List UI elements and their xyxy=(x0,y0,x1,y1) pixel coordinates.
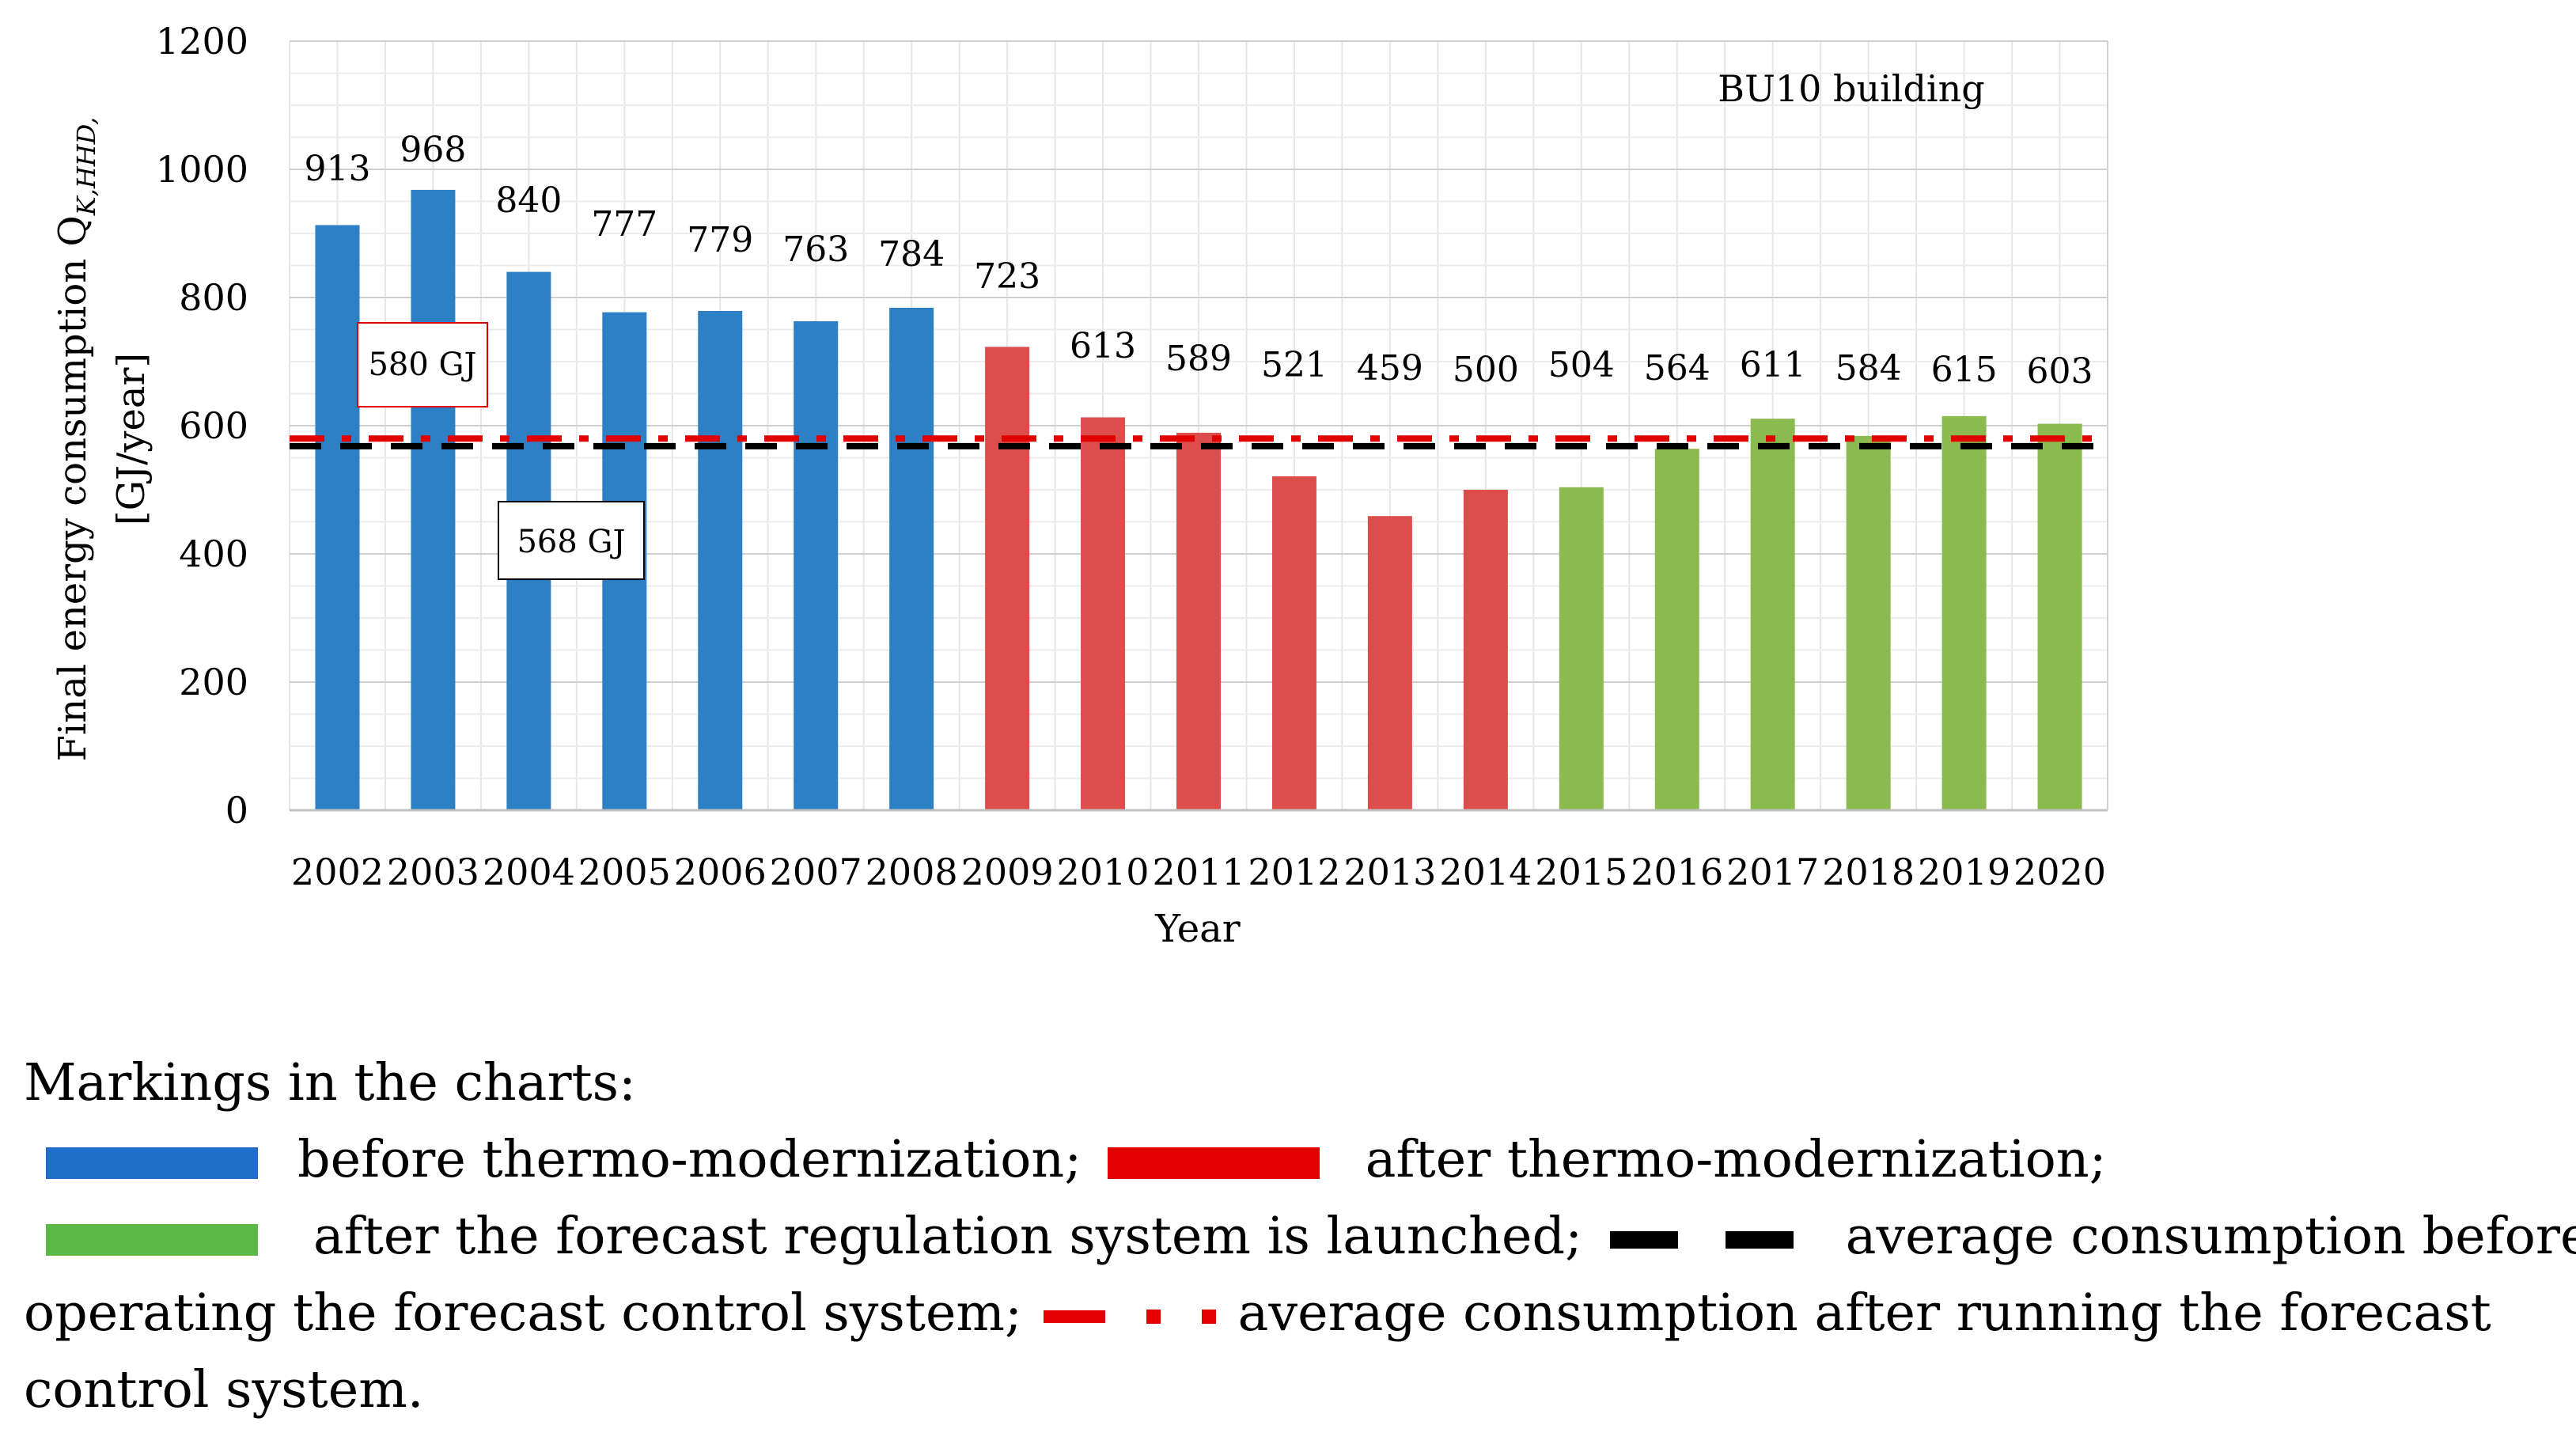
data-label-2004: 840 xyxy=(495,180,562,221)
data-label-2016: 564 xyxy=(1644,348,1710,389)
data-label-2005: 777 xyxy=(591,204,657,244)
y-tick-label: 600 xyxy=(179,404,248,447)
bar-2012 xyxy=(1271,476,1316,810)
x-tick-label: 2005 xyxy=(578,851,671,893)
x-tick-label: 2010 xyxy=(1057,851,1150,893)
data-label-2014: 500 xyxy=(1453,350,1519,390)
y-axis-label-main: Final energy consumption Q xyxy=(51,215,95,761)
y-tick-label: 200 xyxy=(179,661,248,703)
legend-swatch-green xyxy=(46,1224,258,1256)
data-label-2008: 784 xyxy=(878,234,945,275)
bar-2020 xyxy=(2037,423,2082,810)
x-tick-label: 2003 xyxy=(387,851,479,893)
legend-swatch-red-dash xyxy=(1043,1310,1105,1323)
y-tick-label: 1200 xyxy=(156,20,248,63)
bar-2010 xyxy=(1081,417,1126,810)
y-tick-label: 800 xyxy=(179,276,248,319)
x-tick-label: 2002 xyxy=(291,851,384,893)
x-tick-label: 2017 xyxy=(1726,851,1819,893)
data-label-2011: 589 xyxy=(1165,339,1232,379)
bar-2009 xyxy=(985,347,1030,810)
data-label-2002: 913 xyxy=(304,149,370,189)
legend-label-reddash-cont: control system. xyxy=(24,1360,424,1420)
legend-label-black: average consumption before xyxy=(1845,1207,2576,1266)
x-tick-label: 2018 xyxy=(1822,851,1915,893)
bar-2017 xyxy=(1750,419,1795,810)
bar-2006 xyxy=(698,311,743,810)
x-tick-label: 2014 xyxy=(1439,851,1532,893)
legend: Markings in the charts: before thermo-mo… xyxy=(24,1044,2576,1428)
x-tick-label: 2004 xyxy=(483,851,575,893)
legend-swatch-black-dash xyxy=(1609,1231,1678,1249)
y-axis-label: Final energy consumption QK,HHD, xyxy=(51,117,101,762)
x-tick-label: 2011 xyxy=(1152,851,1244,893)
legend-label-green: after the forecast regulation system is … xyxy=(313,1207,1583,1266)
x-tick-label: 2006 xyxy=(674,851,767,893)
x-tick-label: 2007 xyxy=(770,851,862,893)
x-tick-label: 2009 xyxy=(961,851,1054,893)
data-label-2018: 584 xyxy=(1835,348,1902,389)
x-tick-label: 2013 xyxy=(1343,851,1436,893)
data-label-2019: 615 xyxy=(1931,350,1998,390)
reference-lines xyxy=(290,435,2108,449)
y-axis-label-subscript: K,HHD, xyxy=(71,117,101,217)
data-label-2012: 521 xyxy=(1261,345,1328,385)
y-tick-label: 400 xyxy=(179,533,248,575)
legend-swatch-blue xyxy=(46,1147,258,1179)
x-tick-label: 2020 xyxy=(2013,851,2106,893)
data-label-2003: 968 xyxy=(400,130,466,170)
legend-label-black-cont: operating the forecast control system; xyxy=(24,1283,1022,1343)
data-label-2017: 611 xyxy=(1740,345,1806,385)
chart-annotation-title: BU10 building xyxy=(1718,67,1984,110)
data-label-2020: 603 xyxy=(2027,351,2093,392)
bar-2008 xyxy=(889,307,934,811)
bar-2002 xyxy=(315,225,360,811)
bar-2016 xyxy=(1654,449,1699,810)
bar-2011 xyxy=(1176,432,1221,810)
y-tick-label: 0 xyxy=(225,789,248,832)
svg-text:[GJ/year]: [GJ/year] xyxy=(109,353,153,525)
data-label-2006: 779 xyxy=(687,220,753,260)
legend-label-red: after thermo-modernization; xyxy=(1365,1130,2107,1189)
legend-swatch-red xyxy=(1107,1147,1320,1179)
data-label-2009: 723 xyxy=(974,256,1040,297)
legend-label-blue: before thermo-modernization; xyxy=(297,1130,1082,1189)
legend-swatch-red-dot xyxy=(1201,1310,1216,1324)
legend-heading: Markings in the charts: xyxy=(24,1053,636,1113)
y-axis-unit: [GJ/year] xyxy=(109,353,153,525)
legend-swatch-red-dot xyxy=(1146,1310,1161,1324)
chart-bars xyxy=(315,189,2082,811)
legend-label-reddash: average consumption after running the fo… xyxy=(1237,1283,2491,1343)
x-axis-label: Year xyxy=(1154,907,1241,951)
legend-swatch-black-dash xyxy=(1725,1231,1794,1249)
svg-text:568 GJ: 568 GJ xyxy=(517,524,625,560)
x-tick-label: 2008 xyxy=(866,851,958,893)
bar-2013 xyxy=(1367,516,1412,810)
bar-2018 xyxy=(1846,435,1891,810)
y-tick-label: 1000 xyxy=(156,148,248,191)
x-tick-label: 2016 xyxy=(1631,851,1723,893)
bar-2007 xyxy=(794,320,839,811)
svg-text:Final energy consumption QK,HH: Final energy consumption QK,HHD, xyxy=(51,117,101,762)
ref-label-580: 580 GJ xyxy=(357,322,488,407)
x-tick-label: 2015 xyxy=(1535,851,1627,893)
ref-label-568: 568 GJ xyxy=(498,501,645,580)
x-tick-label: 2019 xyxy=(1918,851,2010,893)
data-label-2007: 763 xyxy=(782,229,849,270)
bar-2003 xyxy=(411,189,456,811)
data-label-2013: 459 xyxy=(1357,348,1423,389)
chart-axes xyxy=(290,41,2108,812)
data-label-2015: 504 xyxy=(1548,345,1615,385)
data-label-2010: 613 xyxy=(1070,326,1136,366)
bar-2015 xyxy=(1559,487,1604,810)
bar-2014 xyxy=(1463,490,1508,810)
svg-text:580 GJ: 580 GJ xyxy=(368,347,476,383)
bar-2019 xyxy=(1941,415,1987,810)
x-tick-label: 2012 xyxy=(1248,851,1340,893)
